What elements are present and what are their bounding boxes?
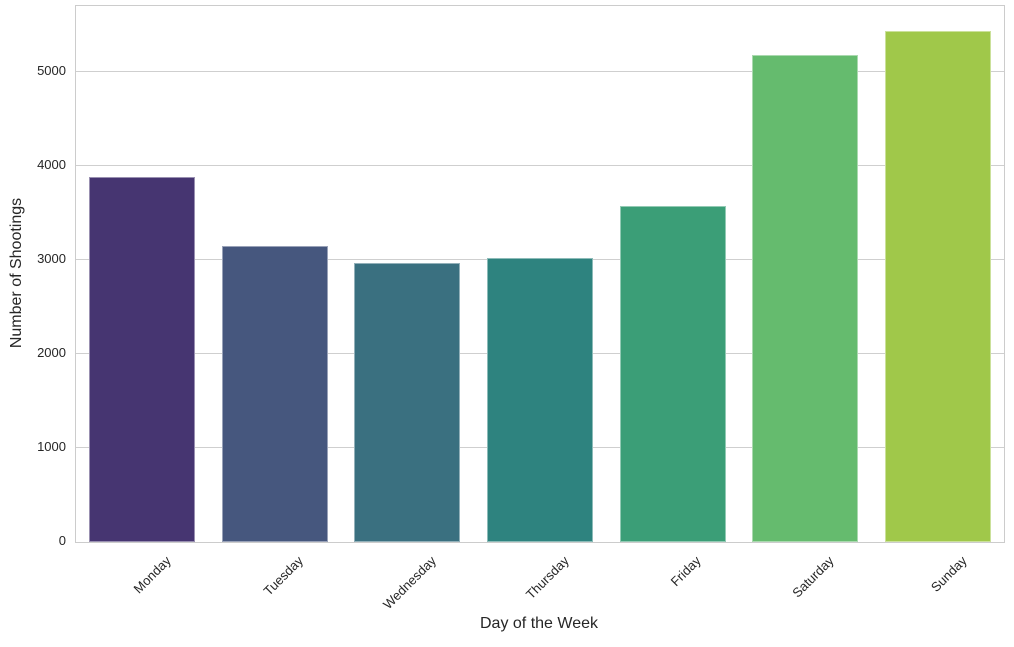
x-tick-label-wednesday: Wednesday bbox=[380, 553, 440, 612]
x-tick-label-friday: Friday bbox=[668, 553, 705, 590]
y-tick-label-1000: 1000 bbox=[37, 438, 66, 454]
plot-area bbox=[75, 5, 1005, 543]
bar-monday bbox=[89, 177, 196, 542]
x-tick-label-saturday: Saturday bbox=[789, 553, 837, 601]
bar-saturday bbox=[752, 55, 859, 542]
x-tick-label-monday: Monday bbox=[130, 553, 174, 597]
y-tick-label-3000: 3000 bbox=[37, 250, 66, 266]
bar-wednesday bbox=[354, 263, 461, 542]
y-tick-label-5000: 5000 bbox=[37, 62, 66, 78]
x-tick-label-tuesday: Tuesday bbox=[260, 553, 307, 599]
y-axis-title: Number of Shootings bbox=[8, 197, 25, 349]
bar-sunday bbox=[884, 31, 991, 542]
gridline-4000 bbox=[76, 165, 1004, 167]
y-tick-label-2000: 2000 bbox=[37, 344, 66, 360]
x-tick-label-thursday: Thursday bbox=[522, 553, 572, 602]
bar-thursday bbox=[486, 258, 594, 542]
y-tick-label-0: 0 bbox=[58, 533, 66, 548]
gridline-5000 bbox=[76, 71, 1004, 73]
x-tick-label-sunday: Sunday bbox=[927, 553, 970, 595]
bar-tuesday bbox=[221, 246, 328, 542]
x-axis-title: Day of the Week bbox=[480, 615, 598, 632]
bar-friday bbox=[619, 206, 726, 542]
y-tick-label-4000: 4000 bbox=[37, 156, 66, 172]
